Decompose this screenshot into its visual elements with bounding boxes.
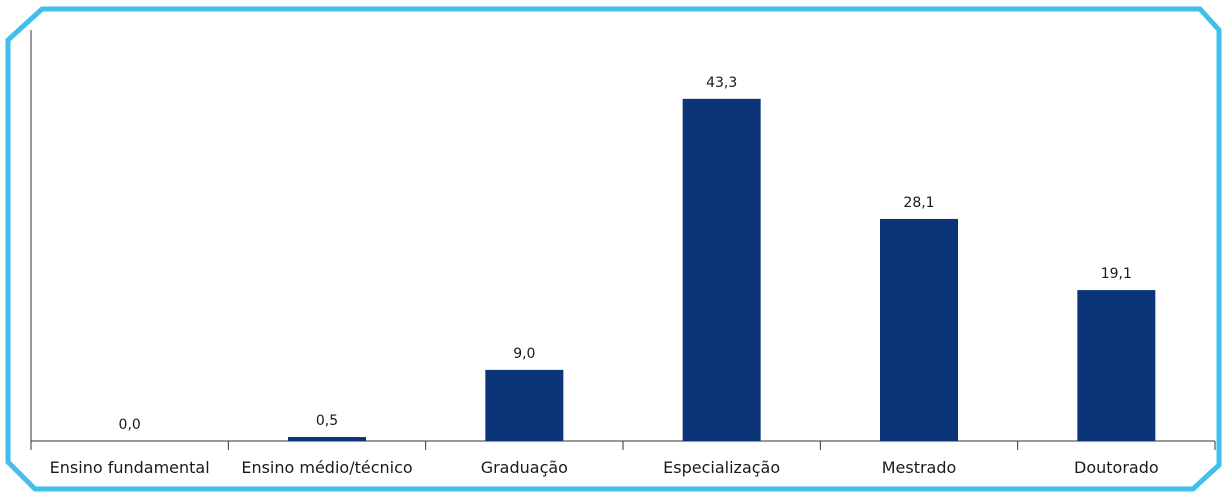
data-label: 0,5 <box>316 413 338 429</box>
bar <box>1077 290 1156 441</box>
x-tick-label: Ensino fundamental <box>50 458 210 477</box>
bar <box>288 437 366 441</box>
data-label: 0,0 <box>119 417 141 433</box>
x-tick-label: Especialização <box>663 458 780 477</box>
data-label: 9,0 <box>513 346 535 362</box>
bar <box>880 218 958 441</box>
data-label: 43,3 <box>706 75 737 91</box>
x-tick-label: Doutorado <box>1074 458 1159 477</box>
chart-frame <box>5 6 1222 492</box>
x-tick-label: Graduação <box>481 458 568 477</box>
x-tick-label: Ensino médio/técnico <box>241 458 412 477</box>
bar <box>682 98 761 442</box>
bar <box>485 369 564 441</box>
data-label: 28,1 <box>903 195 934 211</box>
x-tick-label: Mestrado <box>882 458 957 477</box>
data-label: 19,1 <box>1101 266 1132 282</box>
